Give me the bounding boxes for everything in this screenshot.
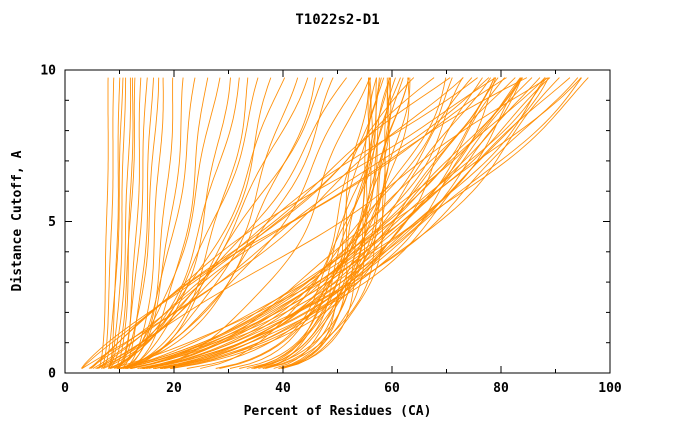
svg-text:0: 0: [61, 381, 69, 396]
svg-text:100: 100: [598, 381, 622, 396]
svg-text:80: 80: [493, 381, 509, 396]
svg-text:40: 40: [275, 381, 291, 396]
chart-title: T1022s2-D1: [295, 12, 380, 28]
svg-text:0: 0: [48, 367, 56, 382]
svg-text:10: 10: [40, 64, 56, 79]
svg-text:20: 20: [166, 381, 182, 396]
svg-text:5: 5: [48, 215, 56, 230]
x-axis-label: Percent of Residues (CA): [243, 404, 432, 419]
svg-text:60: 60: [384, 381, 400, 396]
